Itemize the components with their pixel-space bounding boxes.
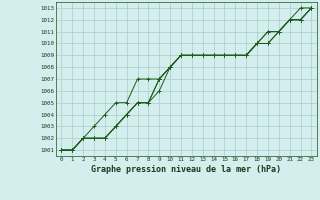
X-axis label: Graphe pression niveau de la mer (hPa): Graphe pression niveau de la mer (hPa) bbox=[92, 165, 281, 174]
